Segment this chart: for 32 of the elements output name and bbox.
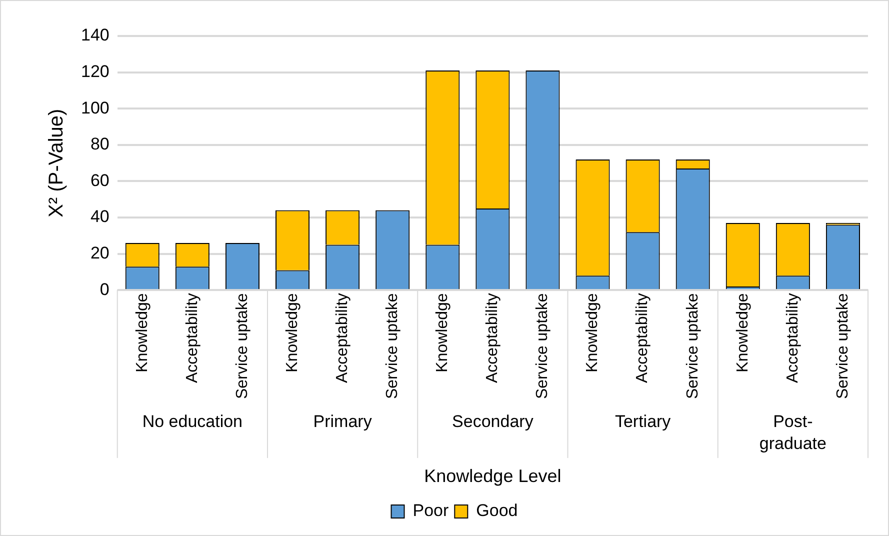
x-tick-label: Service uptake	[384, 293, 402, 400]
x-tick-label: Acceptability	[184, 293, 201, 383]
x-tick-label: Acceptability	[334, 293, 351, 383]
legend-label: Good	[476, 501, 518, 520]
text: No education	[142, 412, 243, 432]
x-tick-label: Service uptake	[834, 293, 852, 400]
x-tick-label: Acceptability	[634, 293, 652, 383]
x-tick-label: Service uptake	[534, 293, 552, 400]
text: Primary	[313, 412, 372, 432]
text: Tertiary	[614, 412, 672, 432]
y-tick-label: 20	[90, 244, 110, 263]
y-tick-label: 140	[80, 26, 110, 45]
text: Post- graduate	[759, 412, 826, 454]
x-tick-label: Knowledge	[134, 293, 151, 372]
x-tick-label: Acceptability	[784, 293, 802, 383]
text: Secondary	[452, 412, 534, 432]
x-tick-label: Knowledge	[734, 293, 752, 372]
x-axis-title: Knowledge Level	[424, 466, 562, 486]
legend-label: Poor	[412, 501, 449, 520]
y-tick-label: 120	[80, 62, 110, 81]
y-tick-label: 80	[90, 134, 110, 154]
y-tick-label: 60	[90, 170, 110, 190]
y-tick-label: 40	[90, 207, 110, 226]
x-tick-label: Knowledge	[284, 293, 301, 372]
x-tick-label: Service uptake	[234, 293, 251, 400]
y-tick-label: 100	[80, 98, 110, 118]
x-tick-label: Service uptake	[684, 293, 702, 400]
x-tick-label: Knowledge	[584, 293, 602, 372]
x-tick-label: Acceptability	[484, 293, 502, 383]
y-axis-title: X² (P-Value)	[46, 108, 68, 218]
x-tick-label: Knowledge	[434, 293, 452, 372]
y-tick-label: 0	[100, 280, 110, 299]
